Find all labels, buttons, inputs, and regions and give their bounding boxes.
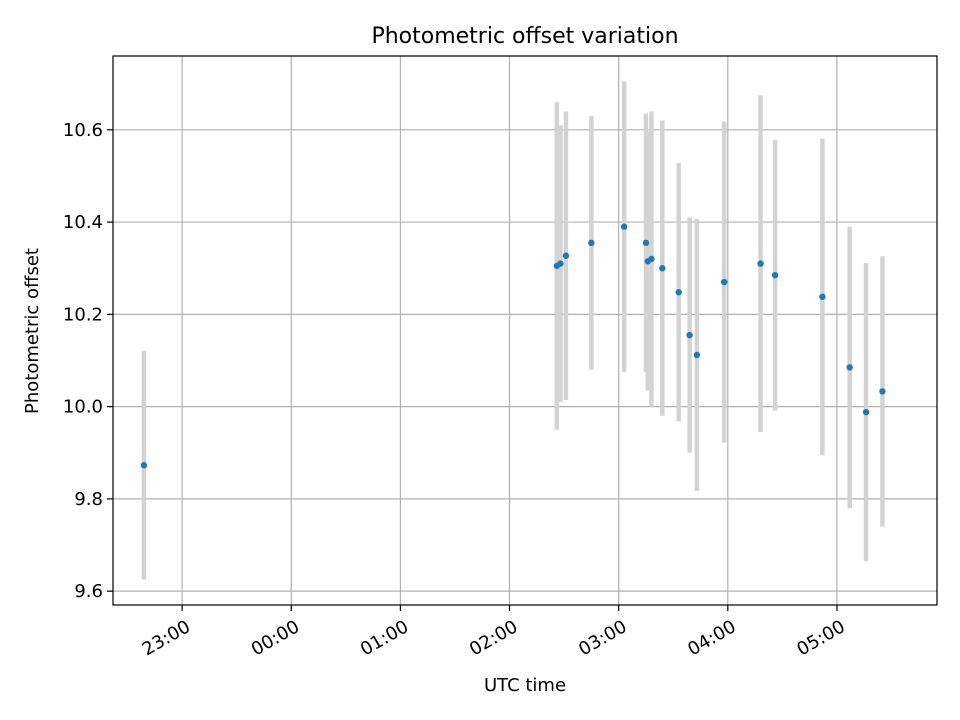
y-tick-label: 10.2 xyxy=(63,304,103,325)
data-point xyxy=(720,278,728,286)
y-axis-label: Photometric offset xyxy=(22,248,43,414)
y-tick-label: 9.6 xyxy=(74,581,103,602)
data-point xyxy=(819,293,826,301)
data-point xyxy=(140,462,148,469)
data-points xyxy=(140,223,886,469)
plot-frame xyxy=(112,55,938,606)
data-point xyxy=(846,364,853,371)
data-point xyxy=(675,289,682,296)
y-tick-label: 10.0 xyxy=(63,397,103,418)
data-point xyxy=(648,255,655,263)
data-point xyxy=(659,265,666,272)
data-point xyxy=(562,252,570,259)
data-point xyxy=(771,271,779,279)
data-point xyxy=(862,408,870,416)
data-point xyxy=(620,223,628,230)
data-point xyxy=(588,239,595,247)
data-point xyxy=(642,239,650,247)
y-axis: 9.6 9.8 10.0 10.2 10.4 10.6 xyxy=(63,120,113,602)
y-tick-label: 10.4 xyxy=(63,212,103,233)
y-tick-label: 10.6 xyxy=(63,120,103,141)
data-point xyxy=(557,260,564,267)
data-point xyxy=(686,331,693,339)
data-point xyxy=(693,351,701,359)
data-point xyxy=(879,388,886,395)
data-point xyxy=(757,260,764,267)
y-tick-label: 9.8 xyxy=(74,489,103,510)
gridlines xyxy=(113,56,937,605)
chart-title: Photometric offset variation xyxy=(371,24,678,49)
x-axis-label: UTC time xyxy=(484,675,566,696)
